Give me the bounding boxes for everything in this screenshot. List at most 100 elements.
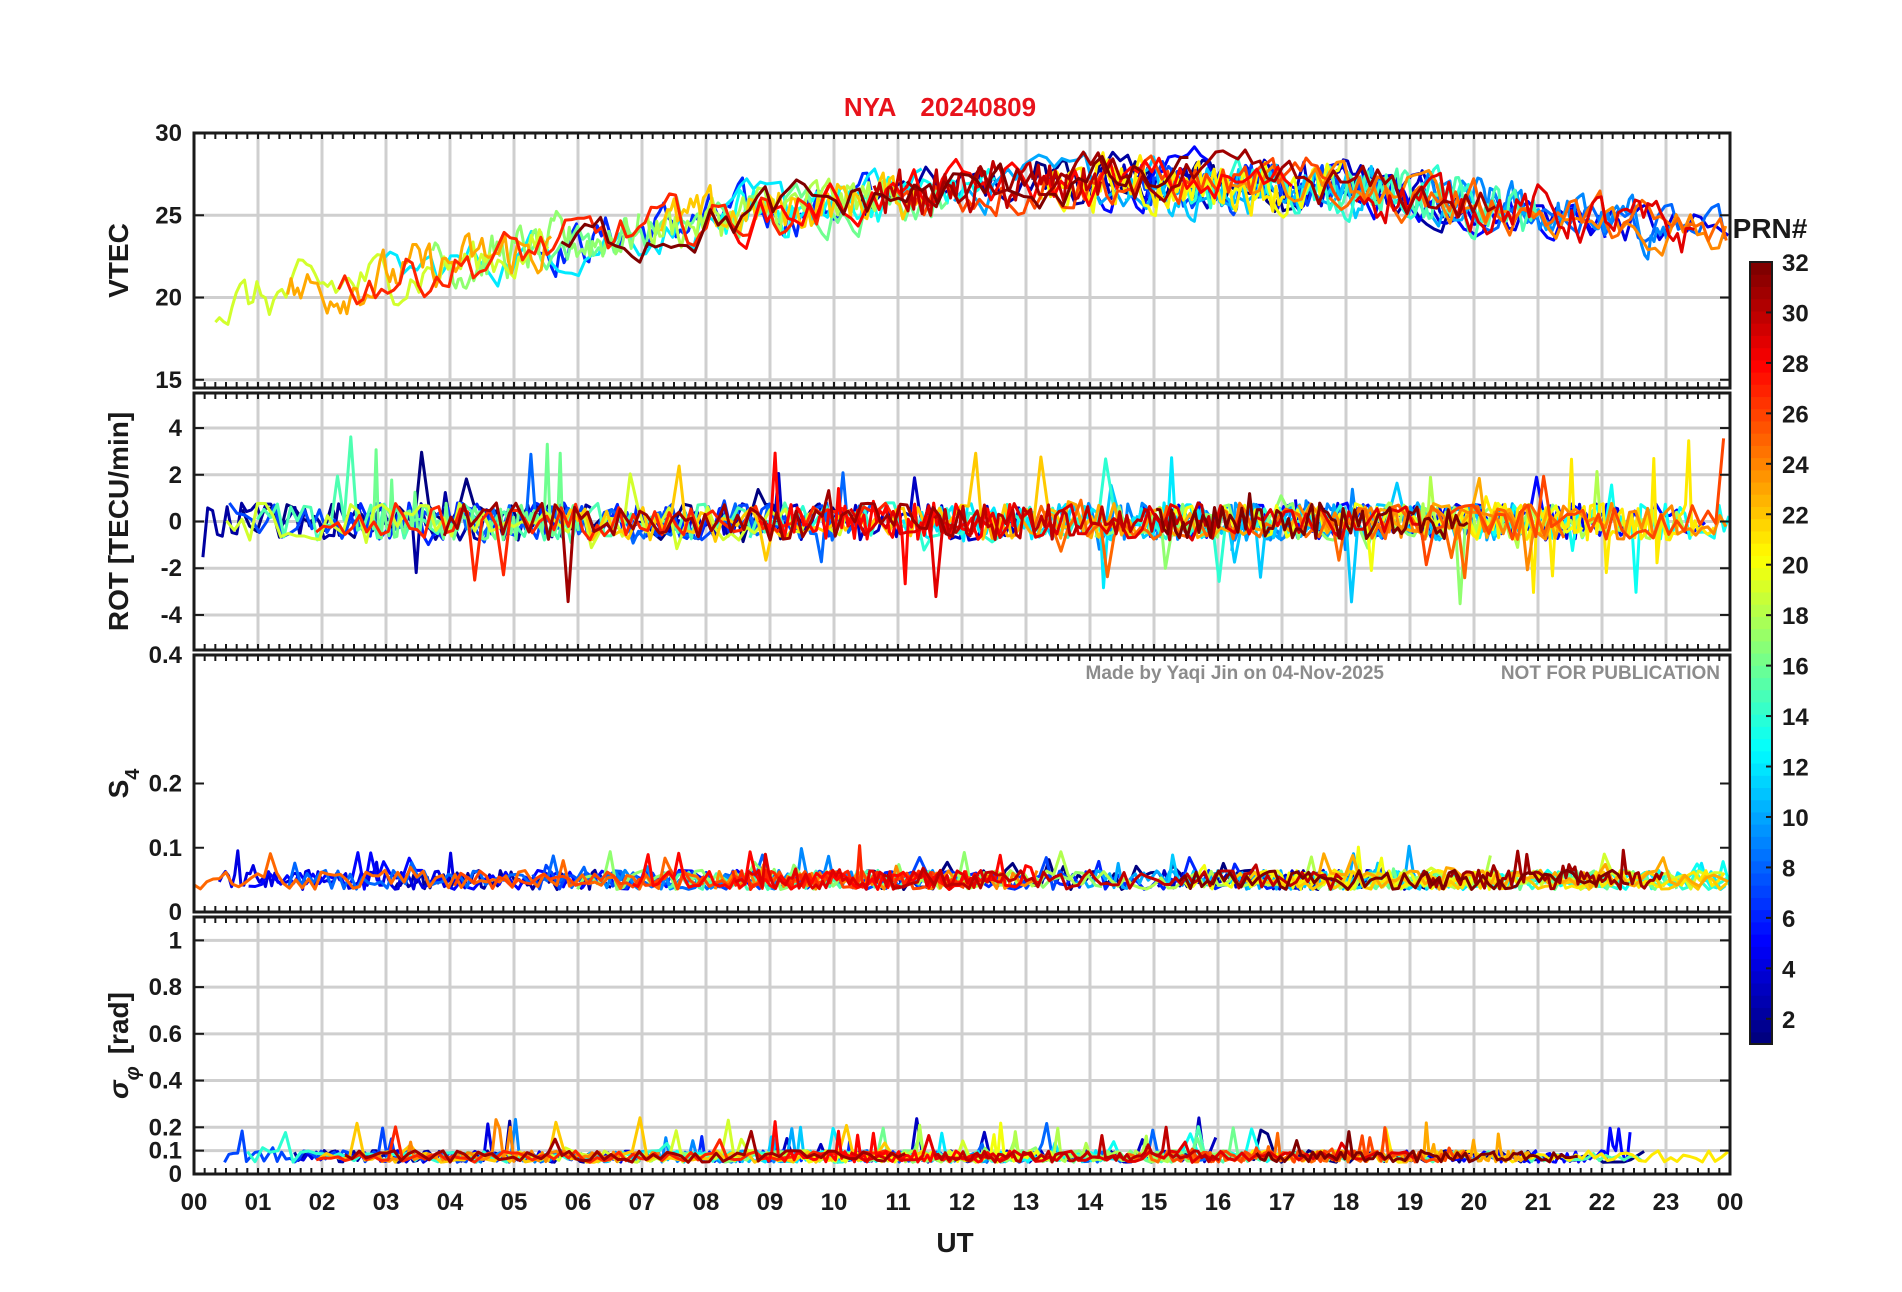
series-prn-30: [933, 501, 1221, 542]
watermark-author: Made by Yaqi Jin on 04-Nov-2025: [1086, 663, 1385, 684]
colorbar-segment: [1750, 995, 1772, 1008]
title-date: 20240809: [920, 92, 1036, 122]
x-tick-label: 17: [1269, 1189, 1296, 1216]
colorbar-title: PRN#: [1733, 213, 1808, 244]
colorbar-frame: [1749, 261, 1773, 1045]
colorbar-segment: [1750, 604, 1772, 617]
y-tick-label: 0: [169, 1161, 182, 1188]
colorbar-segment: [1750, 653, 1772, 666]
colorbar-segment: [1750, 860, 1772, 874]
x-tick-label: 21: [1525, 1189, 1552, 1216]
y-axis-label: σφ [rad]: [103, 992, 144, 1099]
y-axis-label-sub: φ: [122, 1066, 144, 1080]
minor-ticks: [193, 917, 1731, 1174]
colorbar-tick-label: 6: [1782, 906, 1795, 933]
colorbar-segment: [1750, 811, 1772, 825]
colorbar-segment: [1750, 824, 1772, 837]
series-prn-17: [431, 209, 641, 290]
colorbar-segment: [1750, 262, 1772, 275]
colorbar-segment: [1750, 1031, 1772, 1045]
colorbar-segment: [1750, 567, 1772, 581]
colorbar-segment: [1750, 958, 1772, 972]
colorbar-segment: [1750, 738, 1772, 752]
x-tick-label: 16: [1205, 1189, 1232, 1216]
colorbar-segment: [1750, 469, 1772, 483]
y-tick-label: 15: [155, 367, 182, 394]
figure-title: NYA 20240809: [844, 92, 1036, 122]
y-axis-label-main: σ: [103, 1079, 134, 1099]
minor-ticks: [193, 393, 1731, 650]
y-tick-label: 0.4: [149, 1068, 183, 1095]
colorbar-segment: [1750, 775, 1772, 789]
colorbar-tick-label: 18: [1782, 603, 1809, 630]
colorbar-segment: [1750, 433, 1772, 446]
series-prn-31: [442, 489, 967, 604]
colorbar-segment: [1750, 714, 1772, 727]
colorbar-segment: [1750, 298, 1772, 312]
colorbar-segment: [1750, 970, 1772, 984]
colorbar-tick-label: 22: [1782, 502, 1809, 529]
colorbar-segment: [1750, 555, 1772, 569]
series-prn-31: [344, 1129, 906, 1164]
colorbar-segment: [1750, 591, 1772, 605]
colorbar-segment: [1750, 274, 1772, 288]
colorbar-segment: [1750, 335, 1772, 349]
colorbar-segment: [1750, 347, 1772, 361]
y-tick-label: 20: [155, 285, 182, 312]
series-prn-32: [1178, 868, 1630, 891]
colorbar-segment: [1750, 946, 1772, 960]
colorbar-segment: [1750, 530, 1772, 544]
y-tick-label: -4: [161, 602, 183, 629]
x-tick-label: 09: [757, 1189, 784, 1216]
series-traces: [223, 1116, 1729, 1164]
colorbar-segment: [1750, 848, 1772, 862]
colorbar-segment: [1750, 885, 1772, 898]
colorbar-tick-label: 4: [1782, 956, 1796, 983]
colorbar-segment: [1750, 371, 1772, 385]
series-prn-26: [895, 154, 1341, 218]
series-prn-27: [337, 184, 831, 306]
y-tick-label: 0.1: [149, 835, 182, 862]
colorbar-segment: [1750, 640, 1772, 654]
colorbar-segment: [1750, 543, 1772, 556]
y-axis-label: VTEC: [103, 223, 134, 298]
y-tick-label: 4: [169, 415, 183, 442]
colorbar-tick-label: 8: [1782, 855, 1795, 882]
y-tick-label: 30: [155, 120, 182, 147]
colorbar-tick-label: 30: [1782, 300, 1809, 327]
y-tick-label: 0: [169, 509, 182, 536]
series-prn-32: [560, 155, 1189, 264]
y-axis-label-main: ROT [TECU/min]: [103, 412, 134, 631]
x-tick-label: 18: [1333, 1189, 1360, 1216]
colorbar-tick-label: 2: [1782, 1007, 1795, 1034]
y-axis-label-unit: [rad]: [103, 992, 134, 1054]
x-tick-label: 00: [1717, 1189, 1744, 1216]
x-tick-label: 22: [1589, 1189, 1616, 1216]
colorbar-segment: [1750, 909, 1772, 923]
colorbar-segment: [1750, 408, 1772, 422]
x-tick-label: 04: [437, 1189, 464, 1216]
colorbar-segment: [1750, 677, 1772, 691]
colorbar-tick-label: 32: [1782, 250, 1809, 277]
colorbar-tick-label: 14: [1782, 704, 1809, 731]
series-prn-23: [286, 232, 553, 316]
y-axis-label: S4: [103, 768, 144, 799]
colorbar-segment: [1750, 323, 1772, 336]
x-tick-label: 10: [821, 1189, 848, 1216]
series-prn-29: [849, 1134, 1420, 1164]
colorbar-tick-label: 20: [1782, 553, 1809, 580]
series-prn-22: [554, 451, 1137, 562]
colorbar-segment: [1750, 506, 1772, 520]
series-prn-29: [734, 852, 1006, 891]
series-prn-25: [193, 852, 705, 891]
x-tick-label: 23: [1653, 1189, 1680, 1216]
colorbar-segment: [1750, 1007, 1772, 1021]
colorbar-tick-label: 10: [1782, 805, 1809, 832]
series-prn-32: [1255, 1130, 1578, 1164]
colorbar-segment: [1750, 1019, 1772, 1033]
x-tick-label: 05: [501, 1189, 528, 1216]
x-tick-label: 11: [885, 1189, 910, 1216]
y-tick-label: 25: [155, 202, 182, 229]
